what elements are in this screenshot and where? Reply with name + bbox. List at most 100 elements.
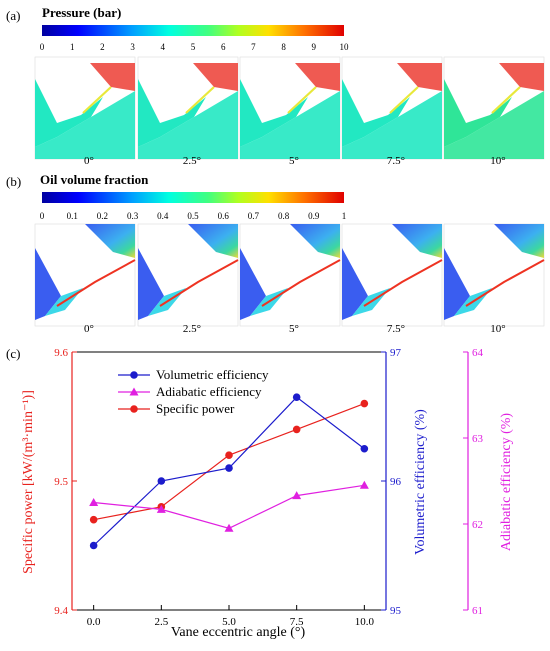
data-point: [360, 444, 369, 453]
left-tick-label: 9.5: [54, 476, 68, 488]
oil-scale-tick: 0.5: [187, 211, 199, 221]
right2-tick-label: 61: [472, 605, 483, 617]
oil-scale-tick: 0.1: [67, 211, 78, 221]
panel-a-title: Pressure (bar): [42, 5, 121, 20]
x-tick-label: 0.0: [87, 616, 101, 628]
data-point: [225, 464, 233, 472]
oil-low-region: [35, 248, 61, 320]
low-pressure-region: [138, 79, 206, 147]
series-line-adiabatic-efficiency: [93, 484, 365, 529]
pressure-scale-tick: 0: [40, 42, 45, 52]
oil-fraction-colorbar: [42, 192, 344, 203]
oil-contour-frame: [34, 223, 136, 327]
low-pressure-region: [35, 91, 135, 159]
right1-tick-label: 96: [390, 476, 402, 488]
oil-angle-label: 10°: [490, 323, 505, 335]
right2-tick-label: 63: [472, 433, 484, 445]
pressure-scale-tick: 10: [340, 42, 350, 52]
oil-film-line: [465, 259, 545, 307]
pressure-scale-ticks: 0 1 2 3 4 5 6 7 8 9 10: [40, 42, 349, 52]
oil-high-region: [85, 224, 135, 258]
x-tick-label: 7.5: [290, 616, 304, 628]
oil-scale-tick: 0.2: [97, 211, 108, 221]
right2-axis-label: Adiabatic efficiency (%): [499, 413, 514, 551]
oil-scale-tick: 0.7: [248, 211, 260, 221]
pressure-contour-frame: [443, 56, 545, 160]
pressure-scale-tick: 7: [251, 42, 256, 52]
oil-film-line: [261, 259, 341, 307]
pressure-scale-tick: 8: [281, 42, 286, 52]
right2-tick-label: 62: [472, 519, 483, 531]
data-point: [292, 491, 302, 500]
chart-axes: 0.0 2.5 5.0 7.5 10.0 9.4 9.5 9.6 95 96 97 61 62 63 64: [54, 347, 483, 628]
pressure-scale-tick: 9: [312, 42, 317, 52]
x-tick-label: 10.0: [355, 616, 375, 628]
high-pressure-region: [499, 63, 544, 91]
oil-angle-label: 5°: [289, 323, 299, 335]
leakage-gap: [287, 86, 317, 114]
low-pressure-region: [342, 91, 442, 159]
legend-label: Adiabatic efficiency: [156, 384, 262, 399]
legend-marker: [130, 371, 138, 379]
data-point: [89, 498, 99, 506]
low-pressure-region: [342, 79, 410, 147]
oil-angle-label: 7.5°: [387, 323, 405, 335]
data-point: [89, 515, 98, 524]
pressure-contour-frame: [34, 56, 136, 160]
oil-low-region: [138, 248, 164, 320]
oil-low-region: [342, 248, 368, 320]
chart-series: [89, 393, 369, 550]
x-tick-label: 5.0: [222, 616, 236, 628]
high-pressure-region: [90, 63, 135, 91]
efficiency-chart: 0.0 2.5 5.0 7.5 10.09.49.59.695969761626364 …: [21, 347, 514, 640]
low-pressure-region: [240, 91, 340, 159]
pressure-angle-labels: 0° 2.5° 5° 7.5° 10°: [84, 155, 506, 167]
oil-low-region: [240, 248, 266, 320]
oil-scale-tick: 0.3: [127, 211, 139, 221]
oil-film-line: [159, 259, 239, 307]
data-point: [89, 541, 98, 550]
oil-high-region: [290, 224, 340, 258]
panel-b-letter: (b): [6, 174, 21, 189]
oil-scale-tick: 0: [40, 211, 45, 221]
pressure-angle-label: 2.5°: [183, 155, 201, 167]
data-point: [359, 480, 369, 489]
leakage-gap: [491, 86, 521, 114]
oil-angle-labels: 0° 2.5° 5° 7.5° 10°: [84, 323, 506, 335]
legend-label: Specific power: [156, 401, 235, 416]
right2-tick-label: 64: [472, 347, 484, 359]
oil-film-line: [56, 259, 136, 307]
data-point: [292, 425, 301, 434]
oil-contour-frame: [341, 223, 443, 327]
oil-high-region: [188, 224, 238, 258]
chart-legend: Volumetric efficiency Adiabatic efficienc…: [118, 367, 269, 416]
oil-scale-tick: 0.4: [157, 211, 169, 221]
pressure-angle-label: 5°: [289, 155, 299, 167]
oil-scale-tick: 0.6: [218, 211, 230, 221]
pressure-scale-tick: 2: [100, 42, 105, 52]
pressure-scale-tick: 6: [221, 42, 226, 52]
oil-contour-row: [34, 223, 545, 327]
pressure-contour-row: [34, 56, 545, 160]
x-axis-label: Vane eccentric angle (°): [171, 625, 306, 640]
low-pressure-region: [138, 91, 238, 159]
low-pressure-region: [444, 91, 544, 159]
oil-scale-tick: 1: [342, 211, 347, 221]
pressure-contour-frame: [341, 56, 443, 160]
high-pressure-region: [295, 63, 340, 91]
pressure-scale-tick: 1: [70, 42, 75, 52]
panel-a-letter: (a): [6, 8, 20, 23]
oil-contour-frame: [137, 223, 239, 327]
oil-contour-frame: [239, 223, 341, 327]
data-point: [225, 451, 233, 460]
oil-high-region: [392, 224, 442, 258]
pressure-scale-tick: 5: [191, 42, 196, 52]
low-pressure-region: [444, 79, 512, 147]
oil-angle-label: 0°: [84, 323, 94, 335]
legend-label: Volumetric efficiency: [156, 367, 269, 382]
oil-high-region: [494, 224, 544, 258]
legend-marker: [129, 387, 139, 396]
oil-scale-ticks: 0 0.1 0.2 0.3 0.4 0.5 0.6 0.7 0.8 0.9 1: [40, 211, 347, 221]
left-tick-label: 9.4: [54, 605, 68, 617]
